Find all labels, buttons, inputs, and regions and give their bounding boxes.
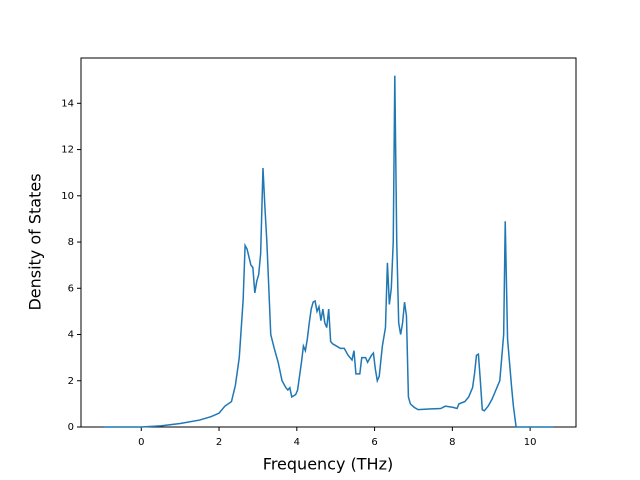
x-tick-label: 2 [216, 437, 222, 448]
x-axis-label: Frequency (THz) [263, 455, 393, 474]
x-tick-label: 0 [138, 437, 144, 448]
x-tick-label: 6 [371, 437, 377, 448]
y-tick-label: 10 [61, 191, 74, 202]
x-tick-label: 10 [524, 437, 537, 448]
x-tick-label: 8 [449, 437, 455, 448]
y-tick-label: 2 [68, 376, 74, 387]
y-tick-label: 8 [68, 237, 74, 248]
dos-line [103, 75, 554, 428]
plot-frame [80, 57, 577, 428]
x-tick-label: 4 [294, 437, 300, 448]
y-tick-label: 0 [68, 422, 74, 433]
y-tick-label: 12 [61, 145, 74, 156]
y-tick-label: 6 [68, 283, 74, 294]
y-tick-label: 4 [68, 330, 74, 341]
y-tick-label: 14 [61, 98, 74, 109]
y-axis-label: Density of States [26, 173, 45, 310]
